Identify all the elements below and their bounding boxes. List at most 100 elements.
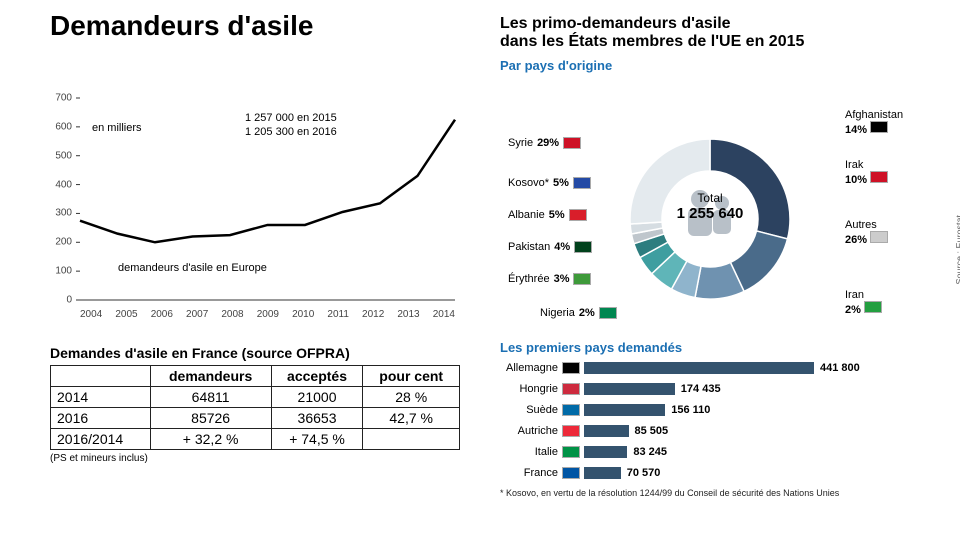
sub-origins: Par pays d'origine: [500, 58, 945, 73]
line-chart-caption: demandeurs d'asile en Europe: [118, 262, 267, 274]
y-tick-label: 0: [66, 295, 72, 306]
table-cell: 42,7 %: [363, 408, 460, 429]
table-cell: 64811: [150, 387, 271, 408]
left-column: 0 100 200 300 400 500 600 700 2004 2005 2006 2007 2…: [30, 90, 480, 320]
table-cell: 2014: [51, 387, 151, 408]
bar-value: 70 570: [627, 467, 661, 479]
europe-line-chart: 0 100 200 300 400 500 600 700 2004 2005 2006 2007 2…: [30, 90, 465, 320]
y-tick-label: 500: [55, 150, 72, 161]
bar-row: France 70 570: [500, 464, 945, 482]
bar-label: Hongrie: [500, 383, 562, 395]
table-row: 2016/2014+ 32,2 %+ 74,5 %: [51, 429, 460, 450]
bar-label: Suède: [500, 404, 562, 416]
kosovo-footnote: * Kosovo, en vertu de la résolution 1244…: [500, 488, 945, 498]
bar: [584, 362, 814, 374]
source-label: Source : Eurostat: [955, 215, 960, 285]
origin-label: Nigeria2%: [540, 307, 617, 319]
y-tick-label: 700: [55, 93, 72, 104]
page-title: Demandeurs d'asile: [50, 10, 313, 42]
bar-row: Autriche 85 505: [500, 422, 945, 440]
y-tick-label: 100: [55, 266, 72, 277]
x-tick-label: 2007: [186, 309, 208, 320]
table-row: 2016857263665342,7 %: [51, 408, 460, 429]
origin-label: Autres26%: [845, 219, 888, 246]
bar-row: Suède 156 110: [500, 401, 945, 419]
table-cell: 2016/2014: [51, 429, 151, 450]
x-tick-label: 2013: [397, 309, 419, 320]
flag-icon: [562, 383, 580, 395]
bar-label: Italie: [500, 446, 562, 458]
x-tick-label: 2004: [80, 309, 102, 320]
y-tick-label: 300: [55, 208, 72, 219]
bar-row: Allemagne 441 800: [500, 359, 945, 377]
table-cell: 2016: [51, 408, 151, 429]
bar-value: 156 110: [671, 404, 710, 416]
total-value: 1 255 640: [655, 205, 765, 222]
bar: [584, 446, 627, 458]
bar: [584, 425, 629, 437]
donut-center: Total 1 255 640: [655, 191, 765, 222]
total-label: Total: [655, 191, 765, 205]
bar-value: 441 800: [820, 362, 860, 374]
x-tick-label: 2008: [221, 309, 243, 320]
origin-label: Iran2%: [845, 289, 882, 316]
table-cell: 21000: [271, 387, 363, 408]
bar-value: 174 435: [681, 383, 721, 395]
bar-label: France: [500, 467, 562, 479]
table-cell: 85726: [150, 408, 271, 429]
x-tick-label: 2010: [292, 309, 314, 320]
bar: [584, 467, 621, 479]
y-tick-label: 200: [55, 237, 72, 248]
table-header: demandeurs: [150, 366, 271, 387]
origin-label: Irak10%: [845, 159, 888, 186]
right-title-line1: Les primo-demandeurs d'asile: [500, 15, 945, 33]
france-table: Demandes d'asile en France (source OFPRA…: [50, 345, 460, 464]
destination-bar-chart: Allemagne 441 800 Hongrie 174 435 Suède 15…: [500, 359, 945, 482]
table-cell: + 74,5 %: [271, 429, 363, 450]
bar-value: 85 505: [635, 425, 669, 437]
origin-label: Syrie29%: [508, 137, 581, 149]
flag-icon: [562, 446, 580, 458]
origin-label: Érythrée3%: [508, 273, 591, 285]
y-tick-label: 400: [55, 179, 72, 190]
y-axis-label: en milliers: [92, 122, 142, 134]
france-table-note: (PS et mineurs inclus): [50, 453, 460, 464]
flag-icon: [562, 467, 580, 479]
bar-label: Allemagne: [500, 362, 562, 374]
table-header: pour cent: [363, 366, 460, 387]
table-cell: 36653: [271, 408, 363, 429]
bar-label: Autriche: [500, 425, 562, 437]
right-column: Les primo-demandeurs d'asile dans les Ét…: [500, 15, 945, 520]
origin-label: Afghanistan14%: [845, 109, 903, 136]
flag-icon: [562, 362, 580, 374]
x-tick-label: 2014: [433, 309, 455, 320]
table-row: 2014648112100028 %: [51, 387, 460, 408]
origin-label: Pakistan4%: [508, 241, 592, 253]
bar: [584, 404, 665, 416]
x-tick-label: 2011: [327, 309, 349, 320]
x-tick-label: 2005: [115, 309, 137, 320]
flag-icon: [562, 404, 580, 416]
france-table-title: Demandes d'asile en France (source OFPRA…: [50, 345, 460, 361]
donut-chart: Total 1 255 640 Syrie29% Kosovo*5% Albanie…: [500, 79, 945, 334]
table-cell: + 32,2 %: [150, 429, 271, 450]
bar: [584, 383, 675, 395]
origin-label: Kosovo*5%: [508, 177, 591, 189]
y-tick-label: 600: [55, 121, 72, 132]
flag-icon: [562, 425, 580, 437]
x-tick-label: 2012: [362, 309, 384, 320]
right-title-line2: dans les États membres de l'UE en 2015: [500, 33, 945, 51]
bar-row: Italie 83 245: [500, 443, 945, 461]
bar-row: Hongrie 174 435: [500, 380, 945, 398]
bar-value: 83 245: [633, 446, 667, 458]
x-tick-label: 2006: [151, 309, 173, 320]
table-header: acceptés: [271, 366, 363, 387]
annotation-2016: 1 205 300 en 2016: [245, 126, 337, 138]
table-cell: 28 %: [363, 387, 460, 408]
sub-destinations: Les premiers pays demandés: [500, 340, 945, 355]
annotation-2015: 1 257 000 en 2015: [245, 112, 337, 124]
table-cell: [363, 429, 460, 450]
origin-label: Albanie5%: [508, 209, 587, 221]
x-tick-label: 2009: [257, 309, 279, 320]
table-header: [51, 366, 151, 387]
